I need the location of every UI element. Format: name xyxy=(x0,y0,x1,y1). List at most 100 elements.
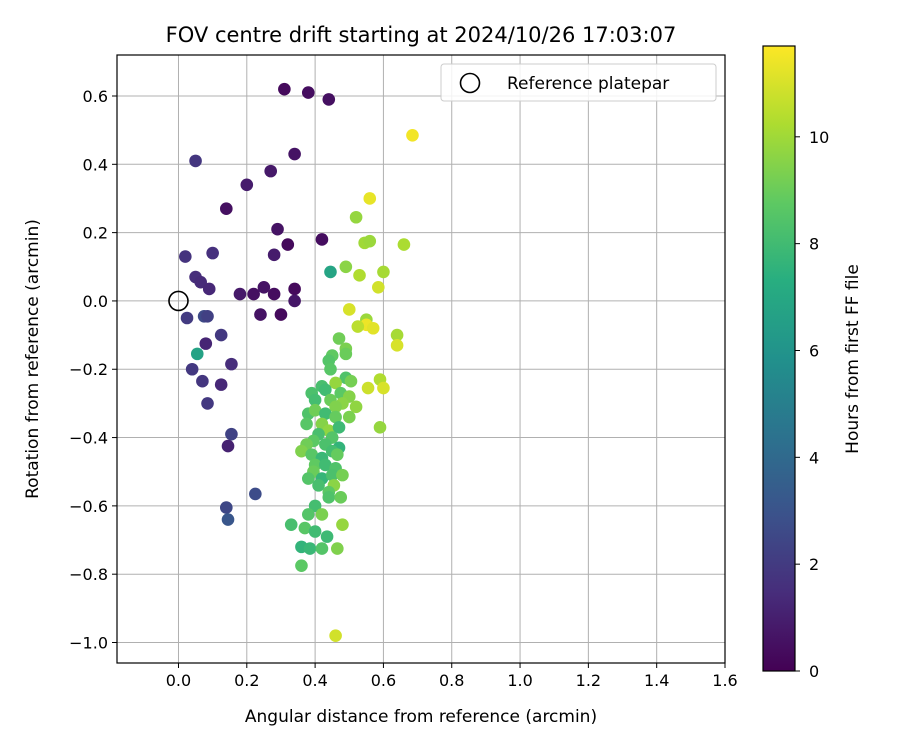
data-point xyxy=(308,525,322,538)
data-point xyxy=(254,308,267,321)
data-point xyxy=(298,521,312,535)
y-tick-label: 0.6 xyxy=(83,87,108,106)
x-tick-label: 0.0 xyxy=(166,671,191,690)
x-tick-label: 0.2 xyxy=(234,671,259,690)
data-point xyxy=(288,147,301,161)
data-point xyxy=(332,332,346,345)
data-point xyxy=(329,410,342,424)
data-point xyxy=(247,287,260,301)
data-points xyxy=(179,82,419,642)
legend-label: Reference platepar xyxy=(507,74,669,94)
data-point xyxy=(377,265,390,279)
data-point xyxy=(278,82,291,96)
data-point xyxy=(339,260,353,274)
data-point xyxy=(199,337,213,350)
colorbar-label: Hours from first FF file xyxy=(843,264,863,454)
legend-marker xyxy=(459,72,481,94)
data-point xyxy=(301,86,315,99)
data-point xyxy=(319,458,332,472)
data-point xyxy=(353,269,366,282)
colorbar-tick-label: 4 xyxy=(809,448,819,467)
data-point xyxy=(257,280,271,294)
data-point xyxy=(308,393,322,407)
x-tick-label: 0.8 xyxy=(439,671,464,690)
data-point xyxy=(240,178,254,192)
data-point xyxy=(274,308,288,321)
data-point xyxy=(406,128,419,142)
colorbar-tick-label: 0 xyxy=(809,662,819,681)
data-point xyxy=(336,468,349,482)
data-point xyxy=(284,518,298,531)
data-point xyxy=(319,383,332,397)
data-point xyxy=(315,508,329,521)
data-point xyxy=(288,294,301,308)
y-tick-label: −0.4 xyxy=(69,429,108,448)
y-tick-label: 0.2 xyxy=(83,224,108,243)
legend: Reference platepar xyxy=(440,63,717,102)
colorbar-tick-label: 2 xyxy=(809,555,819,574)
data-point xyxy=(202,282,216,296)
data-point xyxy=(329,400,342,414)
x-tick-label: 1.0 xyxy=(507,671,532,690)
data-point xyxy=(281,238,295,251)
data-point xyxy=(373,421,387,434)
data-point xyxy=(300,417,313,431)
y-axis-label: Rotation from reference (arcmin) xyxy=(23,219,43,499)
data-point xyxy=(225,427,238,441)
data-point xyxy=(324,362,337,376)
data-point xyxy=(179,250,192,263)
data-point xyxy=(249,487,262,501)
x-axis-ticks: 0.0 0.2 0.4 0.6 0.8 1.0 1.2 1.4 1.6 xyxy=(166,663,738,690)
data-point xyxy=(324,265,337,279)
grid xyxy=(117,55,726,663)
data-point xyxy=(201,397,214,410)
colorbar xyxy=(762,45,796,672)
data-point xyxy=(315,233,329,246)
data-point xyxy=(349,210,363,224)
plot-frame xyxy=(116,54,726,664)
data-point xyxy=(189,154,202,168)
data-point xyxy=(342,410,356,424)
data-point xyxy=(334,491,348,504)
data-point xyxy=(329,376,342,390)
data-point xyxy=(288,282,301,296)
data-point xyxy=(342,303,356,316)
data-point xyxy=(390,328,404,342)
data-point xyxy=(305,448,318,461)
data-point xyxy=(325,468,339,482)
data-point xyxy=(332,421,346,434)
data-point xyxy=(320,530,334,543)
data-point xyxy=(267,248,281,262)
x-axis-label: Angular distance from reference (arcmin) xyxy=(245,707,597,727)
x-tick-label: 1.4 xyxy=(644,671,669,690)
data-point xyxy=(308,499,322,513)
colorbar-tick-label: 10 xyxy=(809,128,829,147)
data-point xyxy=(295,559,308,572)
data-point xyxy=(185,362,199,376)
data-point xyxy=(264,164,278,178)
data-point xyxy=(331,542,344,555)
y-tick-label: −0.6 xyxy=(69,497,108,516)
y-tick-label: −1.0 xyxy=(69,634,108,653)
data-point xyxy=(301,472,315,485)
data-point xyxy=(206,246,219,260)
data-point xyxy=(397,238,411,251)
data-point xyxy=(180,311,194,325)
data-point xyxy=(336,518,349,531)
colorbar-ticks: 0 2 4 6 8 10 xyxy=(795,128,829,681)
data-point xyxy=(322,491,336,504)
x-tick-label: 1.2 xyxy=(576,671,601,690)
data-point xyxy=(315,542,329,555)
data-point xyxy=(339,347,353,361)
data-point xyxy=(201,310,214,323)
data-point xyxy=(363,234,377,248)
data-point xyxy=(363,192,377,205)
data-point xyxy=(233,287,247,301)
x-tick-label: 0.6 xyxy=(371,671,396,690)
data-point xyxy=(303,542,317,555)
data-point xyxy=(331,448,344,461)
data-point xyxy=(322,93,336,106)
data-point xyxy=(214,378,228,391)
data-point xyxy=(372,280,385,294)
data-point xyxy=(344,374,358,388)
